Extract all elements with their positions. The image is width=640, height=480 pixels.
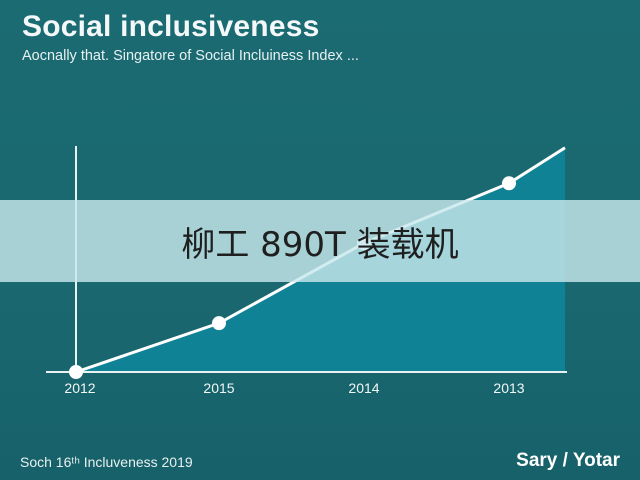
footer-brand: Sary / Yotar bbox=[516, 450, 620, 471]
chart-title: Social inclusiveness bbox=[22, 10, 320, 43]
x-tick-label: 2012 bbox=[64, 380, 95, 396]
data-point-2012 bbox=[69, 365, 83, 379]
x-tick-label: 2015 bbox=[203, 380, 234, 396]
x-tick-label: 2013 bbox=[493, 380, 524, 396]
x-tick-labels: 2012 2015 2014 2013 bbox=[64, 380, 524, 396]
data-point-2015 bbox=[212, 316, 226, 331]
chart-subtitle: Aocnally that. Singatore of Social Inclu… bbox=[22, 48, 359, 64]
data-point-2013 bbox=[502, 176, 516, 191]
chart-area bbox=[76, 147, 565, 372]
overlay-text: 柳工 890T 装载机 bbox=[181, 224, 459, 265]
x-tick-label: 2014 bbox=[348, 380, 379, 396]
footer-caption: Soch 16ᵗʰ Incluveness 2019 bbox=[20, 454, 193, 470]
overlay-banner: 柳工 890T 装载机 bbox=[0, 200, 640, 282]
